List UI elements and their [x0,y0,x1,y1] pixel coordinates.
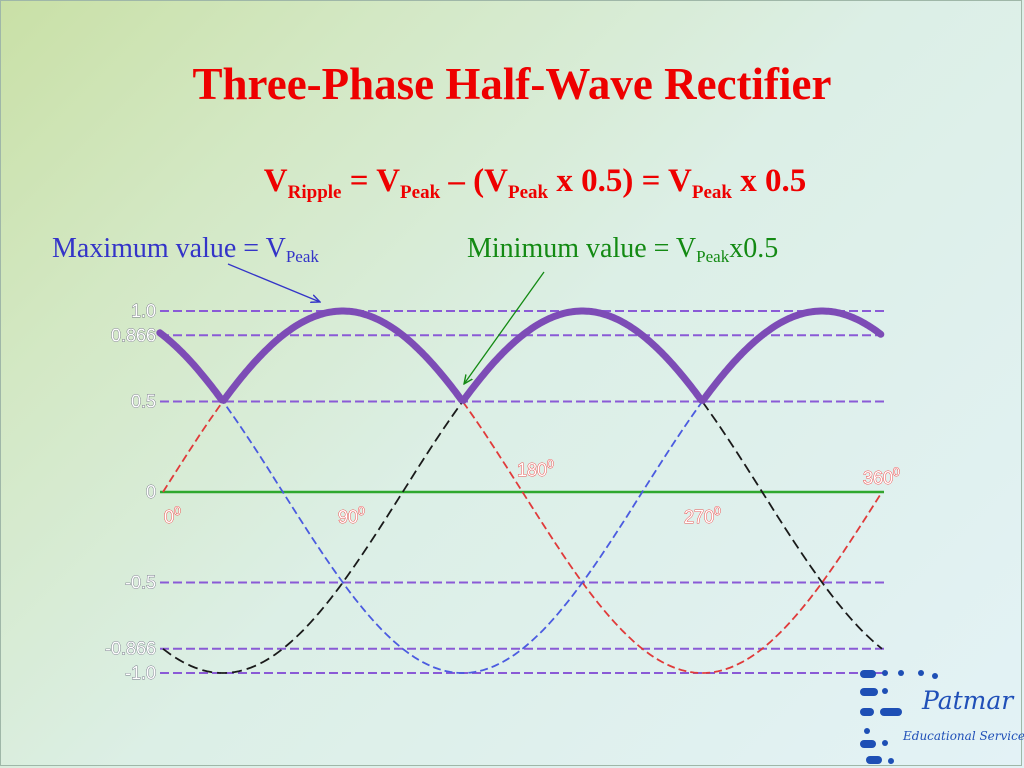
y-tick-label: -1.0 [125,663,156,683]
minimum-value-arrow [464,271,545,384]
y-tick-label: 0 [146,482,156,502]
y-tick-label: -0.5 [125,573,156,593]
y-tick-label: -0.866 [105,639,156,659]
ripple-formula: VRipple = VPeak – (VPeak x 0.5) = VPeak … [263,163,807,203]
x-tick-label: 3600 [863,465,900,488]
patmar-logo [860,670,938,764]
logo-name: Patmar [922,686,1014,715]
slide-title: Three-Phase Half-Wave Rectifier [192,59,832,109]
x-tick-label: 2700 [684,504,721,527]
y-tick-label: 0.866 [111,325,156,345]
logo-subtitle: Educational Services [903,729,1024,743]
maximum-value-arrow [227,263,320,302]
rectified-output-envelope [156,307,885,404]
y-tick-label: 0.5 [131,392,156,412]
x-tick-label: 00 [164,504,181,527]
x-tick-label: 900 [338,504,365,527]
x-tick-label: 1800 [517,457,554,480]
maximum-value-label: Maximum value = VPeak [52,233,319,266]
y-tick-label: 1.0 [131,301,156,321]
minimum-value-label: Minimum value = VPeakx0.5 [467,233,779,266]
